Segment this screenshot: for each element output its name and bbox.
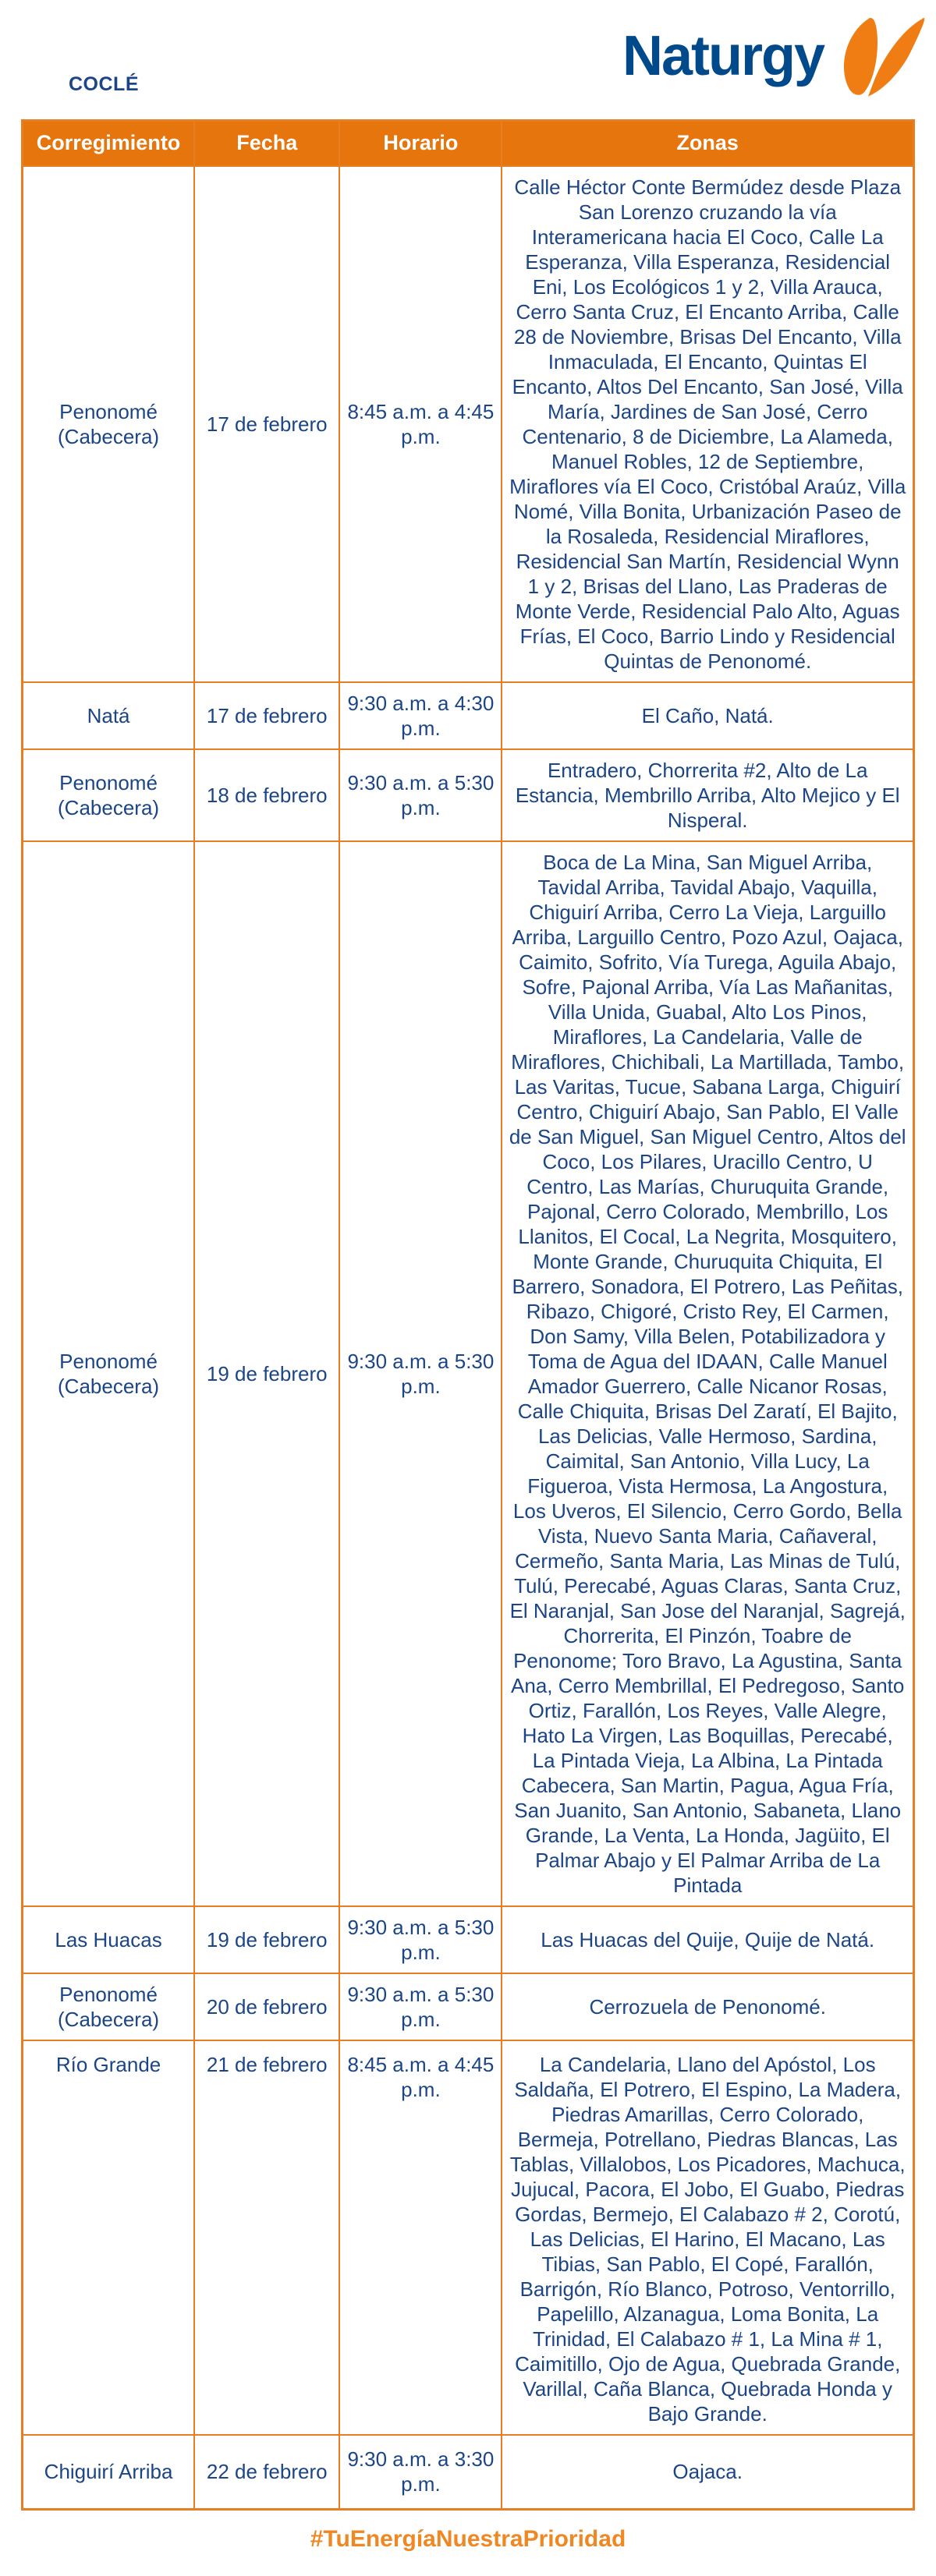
cell-horario: 9:30 a.m. a 5:30 p.m. xyxy=(339,1905,503,1974)
cell-zonas: Boca de La Mina, San Miguel Arriba, Tavi… xyxy=(501,840,915,1907)
column-header-corregimiento: Corregimiento xyxy=(21,119,196,167)
cell-corregimiento: Penonomé (Cabecera) xyxy=(21,748,196,842)
cell-horario: 9:30 a.m. a 5:30 p.m. xyxy=(339,1972,503,2041)
table-row: Penonomé (Cabecera) 17 de febrero 8:45 a… xyxy=(21,165,915,683)
cell-corregimiento: Chiguirí Arriba xyxy=(21,2433,196,2511)
butterfly-icon xyxy=(844,18,925,97)
column-header-fecha: Fecha xyxy=(193,119,341,167)
page-header: COCLÉ Naturgy xyxy=(0,0,936,119)
table-row: Penonomé (Cabecera) 19 de febrero 9:30 a… xyxy=(21,840,915,1907)
cell-zonas: Las Huacas del Quije, Quije de Natá. xyxy=(501,1905,915,1974)
table-row: Chiguirí Arriba 22 de febrero 9:30 a.m. … xyxy=(21,2433,915,2511)
cell-fecha: 17 de febrero xyxy=(193,165,341,683)
column-header-zonas: Zonas xyxy=(501,119,915,167)
outage-schedule-table: Corregimiento Fecha Horario Zonas Penono… xyxy=(21,119,915,2511)
cell-fecha: 21 de febrero xyxy=(193,2039,341,2436)
table-row: Penonomé (Cabecera) 18 de febrero 9:30 a… xyxy=(21,748,915,842)
cell-corregimiento: Penonomé (Cabecera) xyxy=(21,840,196,1907)
cell-fecha: 18 de febrero xyxy=(193,748,341,842)
cell-horario: 9:30 a.m. a 5:30 p.m. xyxy=(339,748,503,842)
cell-fecha: 19 de febrero xyxy=(193,840,341,1907)
cell-corregimiento: Las Huacas xyxy=(21,1905,196,1974)
table-row: Río Grande 21 de febrero 8:45 a.m. a 4:4… xyxy=(21,2039,915,2436)
cell-fecha: 20 de febrero xyxy=(193,1972,341,2041)
brand-name: Naturgy xyxy=(622,25,825,87)
cell-horario: 9:30 a.m. a 4:30 p.m. xyxy=(339,681,503,750)
naturgy-logo: Naturgy xyxy=(622,16,930,100)
cell-zonas: Entradero, Chorrerita #2, Alto de La Est… xyxy=(501,748,915,842)
cell-fecha: 17 de febrero xyxy=(193,681,341,750)
table-header-row: Corregimiento Fecha Horario Zonas xyxy=(21,119,915,167)
cell-zonas: El Caño, Natá. xyxy=(501,681,915,750)
table-row: Las Huacas 19 de febrero 9:30 a.m. a 5:3… xyxy=(21,1905,915,1974)
cell-horario: 9:30 a.m. a 5:30 p.m. xyxy=(339,840,503,1907)
cell-corregimiento: Natá xyxy=(21,681,196,750)
cell-zonas: Cerrozuela de Penonomé. xyxy=(501,1972,915,2041)
cell-corregimiento: Río Grande xyxy=(21,2039,196,2436)
cell-corregimiento: Penonomé (Cabecera) xyxy=(21,165,196,683)
cell-fecha: 19 de febrero xyxy=(193,1905,341,1974)
cell-zonas: La Candelaria, Llano del Apóstol, Los Sa… xyxy=(501,2039,915,2436)
cell-fecha: 22 de febrero xyxy=(193,2433,341,2511)
footer-hashtag: #TuEnergíaNuestraPrioridad xyxy=(310,2526,626,2552)
column-header-horario: Horario xyxy=(339,119,503,167)
cell-zonas: Calle Héctor Conte Bermúdez desde Plaza … xyxy=(501,165,915,683)
region-title: COCLÉ xyxy=(69,73,139,95)
table-row: Penonomé (Cabecera) 20 de febrero 9:30 a… xyxy=(21,1972,915,2041)
cell-horario: 8:45 a.m. a 4:45 p.m. xyxy=(339,2039,503,2436)
cell-horario: 9:30 a.m. a 3:30 p.m. xyxy=(339,2433,503,2511)
table-row: Natá 17 de febrero 9:30 a.m. a 4:30 p.m.… xyxy=(21,681,915,750)
cell-zonas: Oajaca. xyxy=(501,2433,915,2511)
cell-corregimiento: Penonomé (Cabecera) xyxy=(21,1972,196,2041)
cell-horario: 8:45 a.m. a 4:45 p.m. xyxy=(339,165,503,683)
